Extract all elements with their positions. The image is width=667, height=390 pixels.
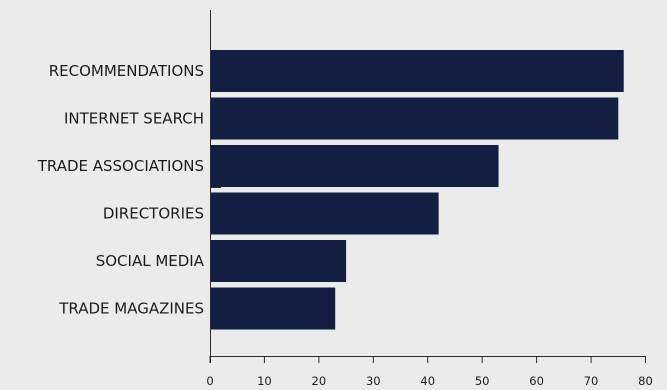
category-label: DIRECTORIES (103, 205, 204, 223)
bars-layer (210, 50, 624, 330)
category-label: SOCIAL MEDIA (96, 252, 205, 270)
x-tick-label: 10 (257, 374, 272, 388)
category-label: TRADE MAGAZINES (58, 300, 204, 318)
x-tick-label: 70 (584, 374, 599, 388)
x-tick-label: 30 (366, 374, 381, 388)
x-tick-label: 40 (420, 374, 435, 388)
x-tick-label: 0 (206, 374, 213, 388)
x-axis-ticks: 0 10 20 30 40 50 60 70 80 (206, 356, 653, 388)
bar-directories (210, 192, 439, 235)
bar-trade-magazines (210, 287, 336, 330)
x-tick-label: 50 (475, 374, 490, 388)
category-label: RECOMMENDATIONS (49, 62, 204, 80)
x-tick-label: 60 (529, 374, 544, 388)
category-label: TRADE ASSOCIATIONS (37, 157, 204, 175)
category-label: INTERNET SEARCH (64, 110, 204, 128)
bar-recommendations (210, 50, 624, 92)
bar-trade-associations (210, 145, 499, 187)
bar-internet-search (210, 97, 619, 140)
x-tick-label: 80 (638, 374, 653, 388)
bar-social-media (210, 240, 347, 282)
category-labels: RECOMMENDATIONS INTERNET SEARCH TRADE ASSO… (37, 62, 205, 318)
x-tick-label: 20 (312, 374, 327, 388)
